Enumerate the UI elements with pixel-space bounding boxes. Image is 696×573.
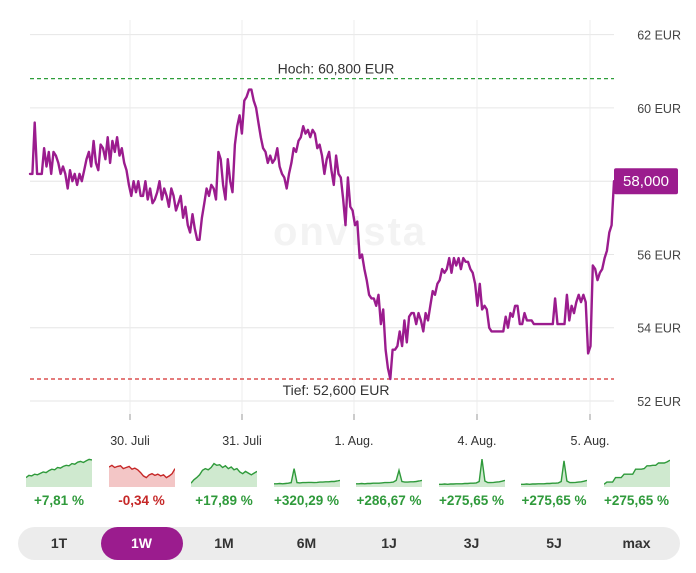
- sparkline-area: [191, 463, 257, 487]
- sparkline-line: [273, 468, 340, 485]
- low-label: Tief: 52,600 EUR: [283, 382, 390, 398]
- range-button-1W[interactable]: 1W: [100, 527, 183, 560]
- sparkline-percent: +286,67 %: [356, 493, 422, 508]
- sparkline-line: [521, 460, 587, 486]
- last-price-badge: 58,000: [614, 168, 678, 195]
- high-label: Hoch: 60,800 EUR: [278, 61, 395, 77]
- x-tick-label: 31. Juli: [222, 434, 262, 448]
- sparkline-percent: +275,65 %: [521, 493, 587, 508]
- y-axis: 52 EUR 54 EUR 56 EUR 60 EUR 62 EUR: [637, 29, 681, 409]
- time-range-selector: 1T 1W 1M 6M 1J 3J 5J max: [18, 527, 680, 560]
- price-line-series: [28, 88, 616, 381]
- sparkline-area: [26, 459, 92, 487]
- sparkline-graph: [603, 459, 670, 487]
- sparkline-graph: [438, 459, 505, 487]
- y-tick-label: 56 EUR: [637, 248, 681, 262]
- sparkline-percent: +7,81 %: [34, 493, 84, 508]
- x-tick-label: 4. Aug.: [458, 434, 497, 448]
- sparkline-1M: +17,89 %: [185, 455, 263, 513]
- range-button-3J[interactable]: 3J: [463, 535, 480, 551]
- sparkline-line: [438, 459, 505, 486]
- y-tick-label: 52 EUR: [637, 395, 681, 409]
- sparkline-percent: +275,65 %: [604, 493, 669, 508]
- sparkline-graph: [191, 462, 257, 487]
- sparkline-line: [108, 464, 175, 479]
- sparkline-graph: [26, 458, 92, 487]
- sparkline-1J: +286,67 %: [350, 455, 428, 513]
- sparkline-graph: [273, 468, 340, 487]
- high-low-lines: Hoch: 60,800 EUR Tief: 52,600 EUR: [30, 61, 614, 398]
- sparkline-percent: +320,29 %: [274, 493, 339, 508]
- y-tick-label: 62 EUR: [637, 29, 681, 43]
- sparkline-percent: +275,65 %: [439, 493, 504, 508]
- sparkline-1W: -0,34 %: [103, 455, 181, 513]
- x-tick-label: 30. Juli: [110, 434, 150, 448]
- sparkline-area: [603, 460, 670, 487]
- sparkline-6M: +320,29 %: [268, 455, 346, 513]
- watermark-logo: onvista: [273, 210, 427, 254]
- range-button-6M[interactable]: 6M: [296, 535, 317, 551]
- sparkline-5J: +275,65 %: [515, 455, 593, 513]
- range-button-5J[interactable]: 5J: [546, 535, 562, 551]
- performance-sparklines: +7,81 % -0,34 % +17,89 % +320,29 % +286,67 %…: [20, 455, 680, 513]
- sparkline-line: [603, 459, 670, 485]
- sparkline-percent: -0,34 %: [118, 493, 165, 508]
- last-price-badge-bg: [614, 168, 678, 195]
- last-price-value: 58,000: [623, 173, 669, 190]
- sparkline-max: +275,65 %: [598, 455, 676, 513]
- x-axis: 30. Juli 31. Juli 1. Aug. 4. Aug. 5. Aug.: [110, 414, 609, 448]
- sparkline-line: [191, 462, 257, 484]
- price-chart[interactable]: onvista Hoch: 60,800 EUR Tief: 52,600 EUR…: [0, 0, 696, 455]
- sparkline-line: [356, 467, 422, 485]
- sparkline-area: [108, 465, 175, 487]
- range-button-1T[interactable]: 1T: [50, 535, 68, 551]
- sparkline-3J: +275,65 %: [433, 455, 511, 513]
- sparkline-area: [356, 470, 422, 487]
- sparkline-percent: +17,89 %: [195, 493, 253, 508]
- sparkline-graph: [108, 464, 175, 487]
- x-tick-label: 5. Aug.: [571, 434, 610, 448]
- sparkline-line: [26, 458, 92, 479]
- range-button-1J[interactable]: 1J: [381, 535, 397, 551]
- x-tick-label: 1. Aug.: [335, 434, 374, 448]
- sparkline-graph: [356, 467, 422, 487]
- sparkline-1T: +7,81 %: [20, 455, 98, 513]
- y-tick-label: 54 EUR: [637, 322, 681, 336]
- y-tick-label: 60 EUR: [637, 102, 681, 116]
- range-button-max[interactable]: max: [622, 535, 651, 551]
- range-button-1M[interactable]: 1M: [214, 535, 234, 551]
- sparkline-graph: [521, 460, 587, 487]
